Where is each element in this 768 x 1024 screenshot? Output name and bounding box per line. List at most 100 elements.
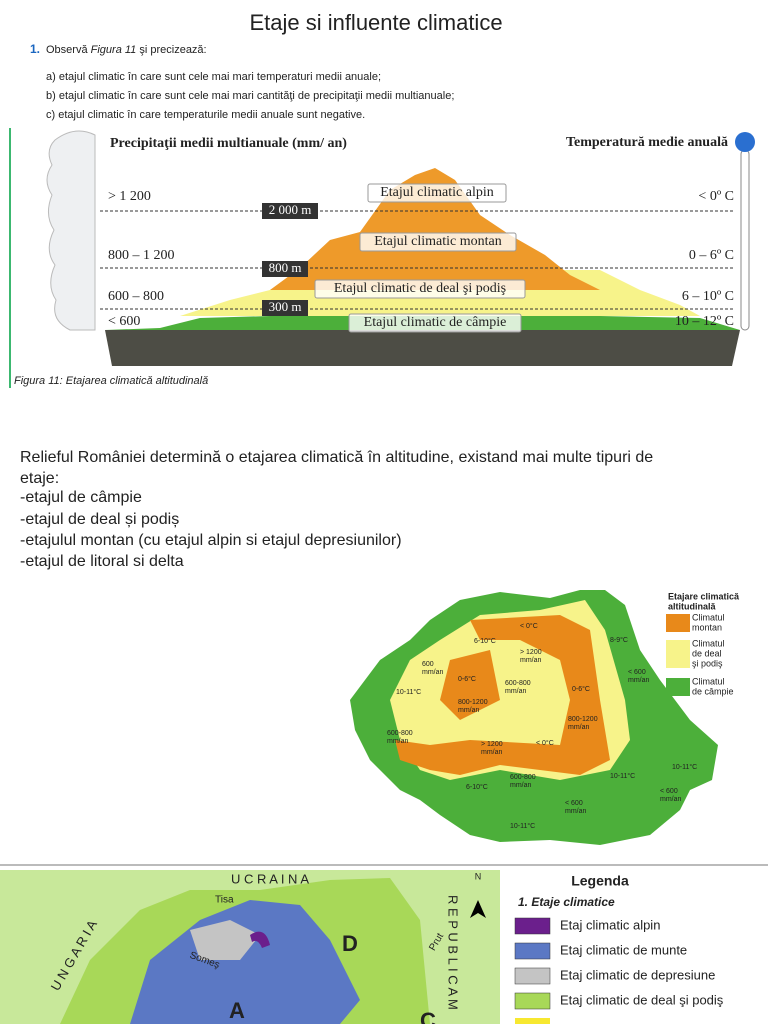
thermometer — [740, 149, 750, 331]
map1-label: mm/an — [565, 808, 587, 815]
map1-label: 0-6°C — [572, 685, 590, 693]
altitude-box — [262, 203, 318, 219]
map1-label: 6-10°C — [466, 783, 488, 791]
map1-label: 600 — [422, 661, 434, 668]
map2-depression — [190, 920, 260, 960]
title: Etaje si influente climatice — [249, 10, 502, 35]
altitude-box — [262, 300, 308, 316]
region-label: C — [420, 1008, 436, 1024]
map1-label: 600-800 — [505, 680, 531, 687]
exercise-intro: Observă Figura 11 şi precizează: — [46, 44, 207, 56]
map1-label: 10-11°C — [672, 763, 697, 771]
temp-label: 0 – 6º C — [689, 248, 734, 263]
text-line: etaje: — [20, 470, 59, 487]
map1-label: > 1200 — [520, 649, 542, 656]
precip-label: 600 – 800 — [108, 289, 164, 304]
map1-label: mm/an — [510, 782, 532, 789]
altitude-box — [262, 261, 308, 277]
region-label: A — [229, 998, 245, 1023]
map2-legend-label: Etaj climatic alpin — [560, 917, 660, 932]
country-label: U C R A I N A — [231, 871, 309, 886]
map2-legend-swatch — [514, 942, 551, 960]
precip-label: 800 – 1 200 — [108, 248, 175, 263]
exercise-item: a) etajul climatic în care sunt cele mai… — [46, 71, 381, 83]
map1-label: 600-800 — [387, 730, 413, 737]
map1-label: mm/an — [387, 738, 409, 745]
map1-legend-title: Etajare climatică — [668, 591, 740, 601]
map1-legend-label: de câmpie — [692, 686, 734, 696]
map1-legend-label: Climatul — [692, 638, 725, 648]
map1-legend-label: montan — [692, 622, 722, 632]
left-title: Precipitaţii medii multianuale (mm/ an) — [110, 136, 347, 151]
map1-mountain — [395, 615, 610, 775]
map1-label: < 600 — [628, 669, 646, 676]
zone-box — [359, 232, 517, 252]
zone-box — [348, 313, 522, 333]
text-line: Relieful României determină o etajarea c… — [20, 449, 653, 466]
map1-legend-swatch — [666, 640, 690, 668]
map2-legend-title: Legenda — [571, 873, 629, 889]
country-label: R E P U B L I C A M — [446, 895, 461, 1010]
map1-label: mm/an — [628, 677, 650, 684]
map2-legend-label: Etaj climatic de depresiune — [560, 967, 715, 982]
map1-label: < 600 — [565, 800, 583, 807]
map2-mountain — [130, 900, 360, 1024]
exercise-number: 1. — [30, 42, 40, 56]
map1-label: < 600 — [660, 788, 678, 795]
altitude-label: 2 000 m — [269, 202, 312, 217]
text-line: -etajul de deal și podiș — [20, 511, 179, 528]
mountain-zone — [270, 168, 600, 290]
map2-legend-label: Etaj climatic de deal şi podiş — [560, 992, 724, 1007]
map1-legend-label: Climatul — [692, 676, 725, 686]
map1-label: > 1200 — [481, 741, 503, 748]
map2-alpine — [250, 931, 270, 948]
map1-label: mm/an — [505, 688, 527, 695]
map2-legend-swatch — [514, 992, 551, 1010]
north-arrow — [470, 900, 486, 918]
map1-label: mm/an — [568, 724, 590, 731]
zone-label: Etajul climatic de deal şi podiş — [334, 281, 506, 296]
altitude-label: 300 m — [269, 299, 302, 314]
intro: Observă — [46, 44, 88, 56]
map1-label: 8-9°C — [610, 636, 628, 644]
region-label: D — [342, 931, 358, 956]
map1-label: mm/an — [422, 669, 444, 676]
thermometer-bulb — [735, 132, 755, 152]
map1-label: 10-11°C — [610, 772, 635, 780]
zone-label: Etajul climatic montan — [374, 234, 502, 249]
map1-legend-swatch — [666, 614, 690, 632]
map1-label: < 0°C — [520, 622, 538, 630]
map1-legend-label: de deal — [692, 648, 722, 658]
map1-label: mm/an — [481, 749, 503, 756]
map2-legend-swatch-cut — [515, 1018, 550, 1024]
figure-caption: Figura 11: Etajarea climatică altitudina… — [14, 375, 208, 387]
map1-label: mm/an — [520, 657, 542, 664]
map1-legend-title: altitudinală — [668, 601, 716, 611]
map1-label: 600-800 — [510, 774, 536, 781]
text-line: -etajul de litoral si delta — [20, 553, 184, 570]
map2-legend-swatch — [514, 917, 551, 935]
right-title: Temperatură medie anuală — [566, 135, 728, 150]
map1-label: 0-6°C — [458, 675, 476, 683]
map2-legend-subtitle: 1. Etaje climatice — [518, 895, 615, 909]
zone-label: Etajul climatic alpin — [380, 185, 494, 200]
exercise-item: b) etajul climatic în care sunt cele mai… — [46, 90, 454, 102]
temp-label: 6 – 10º C — [682, 289, 734, 304]
river-label: Tisa — [215, 895, 234, 906]
map2-legend-label: Etaj climatic de munte — [560, 942, 687, 957]
map1-label: 800-1200 — [458, 699, 488, 706]
exercise-item: c) etajul climatic în care temperaturile… — [46, 109, 365, 121]
temp-label: < 0º C — [698, 189, 734, 204]
map1-label: 800-1200 — [568, 716, 598, 723]
figure-ref: Figura 11 — [91, 44, 137, 56]
zone-label: Etajul climatic de câmpie — [364, 315, 507, 330]
map1-label: 6-10°C — [474, 637, 496, 645]
text-line: -etajulul montan (cu etajul alpin si eta… — [20, 532, 402, 549]
map1-label: mm/an — [458, 707, 480, 714]
map1-legend-swatch — [666, 678, 690, 696]
map1-label: 10-11°C — [396, 688, 421, 696]
altitude-label: 800 m — [269, 260, 302, 275]
map1-label: mm/an — [660, 796, 682, 803]
intro-end: şi precizează: — [139, 44, 206, 56]
ground — [105, 330, 740, 366]
